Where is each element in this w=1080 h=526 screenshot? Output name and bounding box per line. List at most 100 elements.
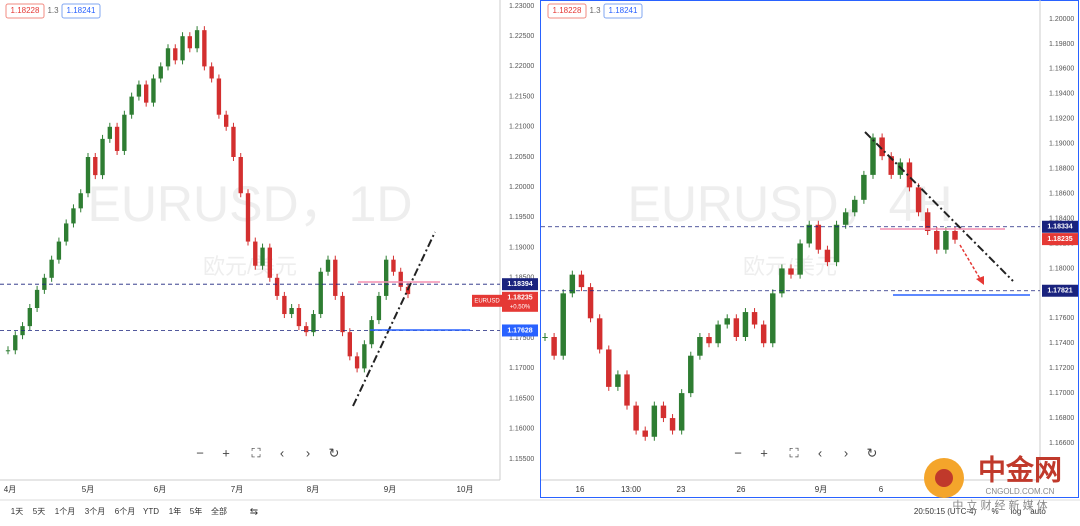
- y-tick-label: 1.15500: [509, 456, 534, 463]
- candle: [906, 162, 913, 188]
- y-tick-label: 1.17400: [1049, 340, 1074, 347]
- range-button[interactable]: YTD: [143, 507, 159, 516]
- range-button[interactable]: 1个月: [55, 507, 75, 516]
- candle: [952, 231, 958, 240]
- scale-option[interactable]: %: [991, 507, 998, 516]
- compare-button[interactable]: ⇆: [250, 507, 258, 518]
- chart-control[interactable]: ›: [306, 445, 310, 460]
- chart-control[interactable]: ↻: [329, 445, 340, 460]
- candle: [122, 114, 127, 151]
- chart-control[interactable]: ›: [844, 445, 848, 460]
- y-tick-label: 1.16500: [509, 395, 534, 402]
- candle: [578, 274, 585, 288]
- candle: [318, 271, 323, 315]
- y-tick-label: 1.19600: [1049, 66, 1074, 73]
- candle: [888, 156, 894, 175]
- candle: [824, 249, 831, 263]
- scale-option[interactable]: auto: [1030, 507, 1046, 516]
- candle: [398, 271, 403, 287]
- candle: [733, 318, 740, 337]
- chart-control[interactable]: ⛶: [250, 445, 261, 460]
- bid-box: [547, 3, 587, 19]
- candle: [760, 324, 767, 344]
- bid: 1.18228: [11, 6, 40, 15]
- symbol-tag: [472, 294, 502, 307]
- y-tick-label: 1.19200: [1049, 116, 1074, 123]
- chart-control[interactable]: ‹: [818, 445, 822, 460]
- scale-option[interactable]: log: [1011, 507, 1022, 516]
- candle: [202, 30, 207, 67]
- range-button[interactable]: 5年: [190, 506, 202, 516]
- y-tick-label: 1.17000: [1049, 390, 1074, 397]
- chart-control[interactable]: ‹: [280, 445, 284, 460]
- y-tick-label: 1.18600: [1049, 190, 1074, 197]
- candle: [770, 293, 776, 344]
- candle: [13, 335, 18, 351]
- y-tick-label: 1.17500: [509, 335, 534, 342]
- y-tick-label: 1.16600: [1049, 440, 1074, 447]
- candle: [49, 259, 54, 278]
- candle: [296, 308, 302, 327]
- candle: [180, 36, 185, 61]
- last-price: 1.18235: [507, 295, 532, 302]
- candle: [282, 295, 287, 315]
- candle: [194, 30, 200, 49]
- change: +0.50%: [510, 304, 531, 310]
- candle: [274, 277, 280, 296]
- candle: [362, 344, 367, 369]
- y-tick-label: 1.19800: [1049, 41, 1074, 48]
- candle: [216, 78, 222, 115]
- candle: [651, 405, 658, 437]
- watermark: EURUSD，4H: [627, 176, 952, 232]
- candle: [27, 308, 32, 327]
- candle: [797, 243, 803, 275]
- range-button[interactable]: 1天: [11, 507, 23, 516]
- candle: [369, 320, 374, 345]
- candle: [751, 312, 758, 325]
- last-tag: [502, 291, 538, 312]
- candle: [879, 137, 885, 157]
- range-button[interactable]: 全部: [211, 506, 227, 516]
- level-tag: [1042, 220, 1078, 233]
- chart-control[interactable]: +: [760, 445, 768, 460]
- candle: [551, 337, 557, 356]
- level-tag: [502, 324, 538, 337]
- chart-control[interactable]: ⛶: [788, 445, 799, 460]
- candle: [107, 126, 112, 139]
- candle: [136, 84, 142, 97]
- clock: 20:50:15 (UTC-4): [914, 507, 977, 516]
- range-button[interactable]: 1年: [169, 506, 181, 516]
- candle: [697, 337, 703, 356]
- candle: [642, 430, 648, 437]
- chart-control[interactable]: −: [196, 445, 204, 460]
- ask: 1.18241: [609, 6, 638, 15]
- level-tag: [1042, 284, 1078, 297]
- y-tick-label: 1.23000: [509, 3, 534, 10]
- chart-control[interactable]: −: [734, 445, 742, 460]
- range-button[interactable]: 3个月: [85, 507, 105, 516]
- range-button[interactable]: 5天: [33, 507, 45, 516]
- y-tick-label: 1.17600: [1049, 315, 1074, 322]
- x-tick-label: 9月: [384, 485, 396, 494]
- candle: [376, 295, 382, 321]
- range-button[interactable]: 6个月: [115, 507, 135, 516]
- ask-box: [61, 3, 101, 19]
- logo-brand: 中金网: [978, 453, 1062, 485]
- candle: [596, 318, 603, 350]
- candle: [311, 314, 316, 333]
- candle: [587, 287, 594, 319]
- candle: [333, 259, 338, 296]
- bid-box: [5, 3, 45, 19]
- chart-control[interactable]: ↻: [867, 445, 878, 460]
- y-tick-label: 1.22000: [509, 63, 534, 70]
- candle: [715, 324, 721, 344]
- chart-control[interactable]: +: [222, 445, 230, 460]
- candle: [405, 286, 411, 295]
- candle: [779, 268, 785, 294]
- candle: [114, 126, 120, 151]
- x-tick-label: 10月: [457, 485, 474, 494]
- level-label: 1.17628: [507, 327, 532, 334]
- candle: [129, 96, 134, 115]
- x-tick-label: 7月: [231, 485, 243, 494]
- candle: [93, 157, 98, 176]
